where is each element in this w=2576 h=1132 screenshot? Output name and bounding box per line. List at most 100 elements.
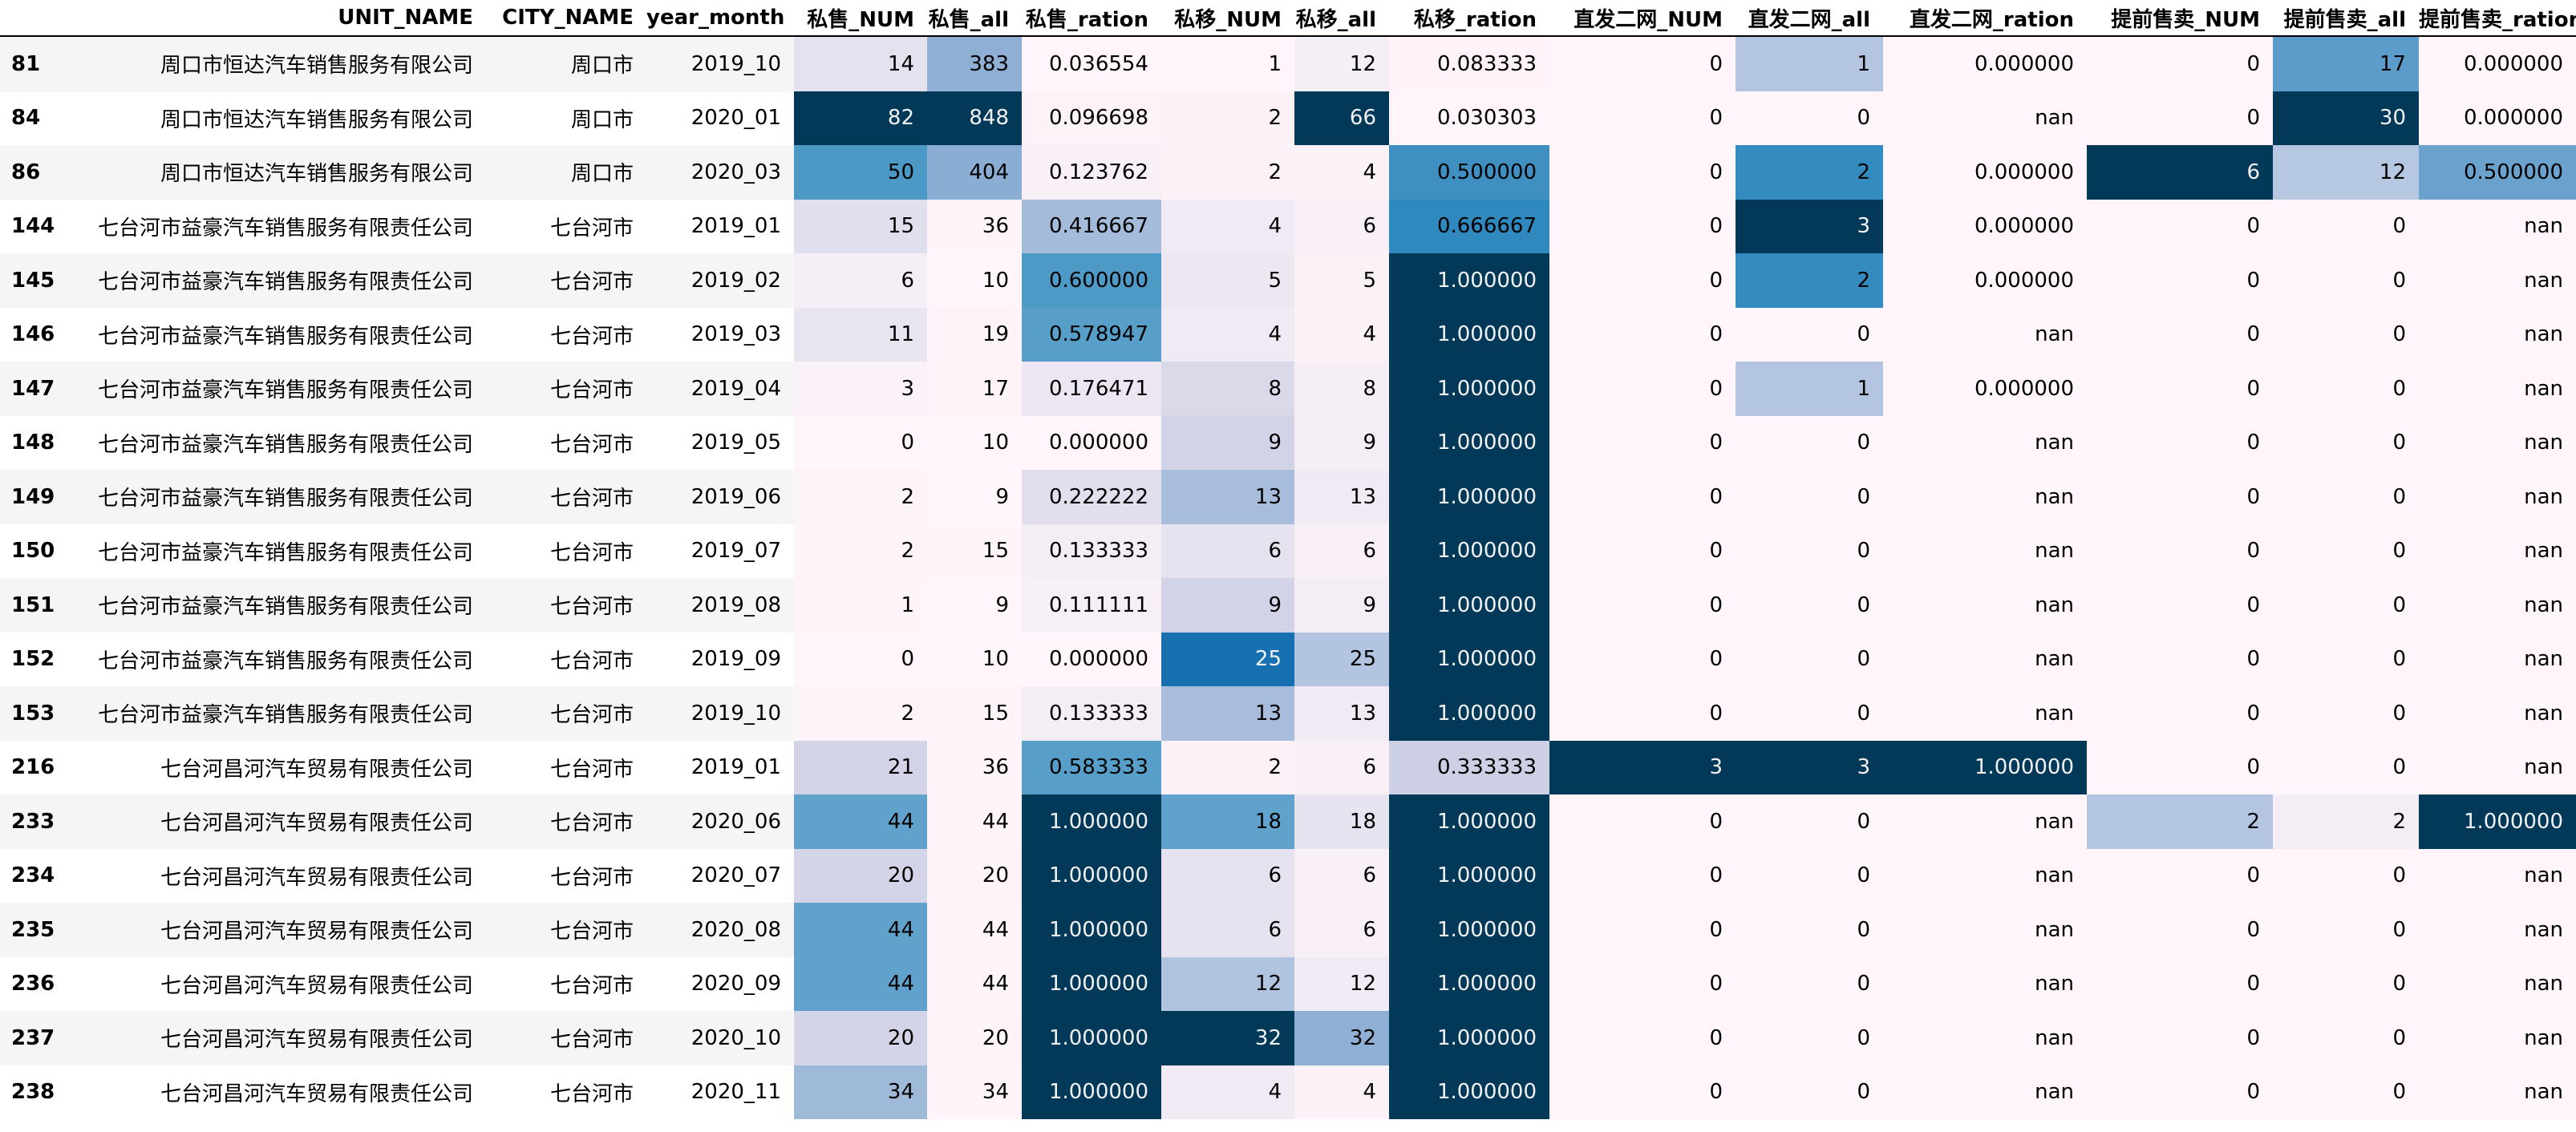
row-index: 236	[0, 956, 63, 1011]
table-cell: 七台河市	[486, 686, 646, 741]
heatmap-cell: 66	[1294, 91, 1389, 145]
heatmap-cell: 0	[2273, 740, 2419, 794]
heatmap-cell: 1	[1736, 362, 1883, 416]
table-cell: 七台河市	[486, 1011, 646, 1065]
heatmap-cell: 12	[2273, 145, 2419, 200]
heatmap-cell: 0	[2087, 686, 2273, 741]
heatmap-cell: 0	[1549, 848, 1736, 903]
heatmap-cell: 0	[2273, 903, 2419, 957]
heatmap-cell: 0	[2087, 307, 2273, 362]
heatmap-cell: 0	[2087, 91, 2273, 145]
heatmap-cell: 36	[927, 740, 1022, 794]
heatmap-cell: 0	[1736, 470, 1883, 524]
column-header: 直发二网_ration	[1883, 0, 2087, 37]
heatmap-cell: 9	[1294, 415, 1389, 470]
heatmap-cell: 0	[2273, 253, 2419, 308]
table-row: 151 七台河市益豪汽车销售服务有限责任公司 七台河市 2019_08 1 9 0.1111…	[0, 578, 2576, 633]
heatmap-cell: 0.000000	[1883, 145, 2087, 200]
heatmap-cell: 11	[794, 307, 927, 362]
heatmap-cell: nan	[2419, 632, 2576, 686]
heatmap-cell: 0.416667	[1022, 199, 1161, 253]
heatmap-cell: 15	[927, 686, 1022, 741]
heatmap-cell: 0	[2273, 307, 2419, 362]
heatmap-cell: nan	[2419, 1065, 2576, 1119]
heatmap-cell: 0	[1549, 415, 1736, 470]
heatmap-cell: 12	[1161, 956, 1294, 1011]
heatmap-cell: 0	[2273, 524, 2419, 578]
heatmap-cell: 0	[2087, 956, 2273, 1011]
heatmap-cell: 9	[927, 470, 1022, 524]
heatmap-cell: 32	[1294, 1011, 1389, 1065]
table-row: 147 七台河市益豪汽车销售服务有限责任公司 七台河市 2019_04 3 17 0.176…	[0, 362, 2576, 416]
column-header: 私售_all	[927, 0, 1022, 37]
heatmap-cell: 32	[1161, 1011, 1294, 1065]
heatmap-cell: 0.000000	[1883, 253, 2087, 308]
table-cell: 2020_08	[646, 903, 794, 957]
heatmap-cell: 0.666667	[1389, 199, 1549, 253]
heatmap-cell: 17	[927, 362, 1022, 416]
heatmap-cell: 0	[2087, 362, 2273, 416]
heatmap-cell: 1.000000	[1389, 578, 1549, 633]
heatmap-cell: nan	[1883, 1011, 2087, 1065]
heatmap-cell: 0	[1549, 578, 1736, 633]
table-cell: 2019_01	[646, 740, 794, 794]
heatmap-cell: nan	[1883, 903, 2087, 957]
heatmap-cell: 1.000000	[1389, 470, 1549, 524]
heatmap-cell: nan	[2419, 740, 2576, 794]
table-row: 150 七台河市益豪汽车销售服务有限责任公司 七台河市 2019_07 2 15 0.133…	[0, 524, 2576, 578]
table-cell: 七台河市益豪汽车销售服务有限责任公司	[63, 362, 486, 416]
heatmap-cell: 0	[2273, 415, 2419, 470]
heatmap-cell: 6	[1294, 740, 1389, 794]
heatmap-cell: nan	[1883, 686, 2087, 741]
heatmap-cell: 0	[1549, 199, 1736, 253]
heatmap-cell: 8	[1161, 362, 1294, 416]
heatmap-cell: 6	[2087, 145, 2273, 200]
heatmap-cell: 404	[927, 145, 1022, 200]
heatmap-cell: nan	[2419, 956, 2576, 1011]
heatmap-cell: 2	[1161, 91, 1294, 145]
heatmap-cell: 0.222222	[1022, 470, 1161, 524]
heatmap-cell: 0.000000	[1022, 632, 1161, 686]
heatmap-cell: 1.000000	[1022, 1065, 1161, 1119]
heatmap-cell: 82	[794, 91, 927, 145]
heatmap-cell: 0	[1549, 307, 1736, 362]
heatmap-cell: 30	[2273, 91, 2419, 145]
heatmap-cell: 0.036554	[1022, 36, 1161, 91]
table-cell: 2020_03	[646, 145, 794, 200]
heatmap-cell: 12	[1294, 36, 1389, 91]
row-index: 237	[0, 1011, 63, 1065]
table-cell: 七台河市益豪汽车销售服务有限责任公司	[63, 686, 486, 741]
heatmap-cell: 18	[1161, 794, 1294, 849]
heatmap-cell: 1.000000	[1389, 686, 1549, 741]
column-header: 私售_NUM	[794, 0, 927, 37]
heatmap-cell: 20	[794, 848, 927, 903]
column-header: 提前售卖_ration	[2419, 0, 2576, 37]
table-cell: 2019_06	[646, 470, 794, 524]
heatmap-cell: 25	[1161, 632, 1294, 686]
heatmap-cell: 0	[1549, 903, 1736, 957]
heatmap-cell: 0.000000	[2419, 91, 2576, 145]
table-cell: 七台河昌河汽车贸易有限责任公司	[63, 1065, 486, 1119]
heatmap-cell: 0	[1736, 415, 1883, 470]
heatmap-cell: 0.133333	[1022, 686, 1161, 741]
heatmap-cell: 44	[794, 956, 927, 1011]
table-cell: 2019_10	[646, 686, 794, 741]
row-index: 234	[0, 848, 63, 903]
table-cell: 七台河市	[486, 307, 646, 362]
heatmap-cell: nan	[2419, 199, 2576, 253]
table-cell: 2019_08	[646, 578, 794, 633]
heatmap-cell: 5	[1294, 253, 1389, 308]
table-cell: 七台河市益豪汽车销售服务有限责任公司	[63, 415, 486, 470]
table-cell: 七台河市	[486, 415, 646, 470]
heatmap-cell: 0.096698	[1022, 91, 1161, 145]
heatmap-cell: 15	[794, 199, 927, 253]
heatmap-cell: 34	[794, 1065, 927, 1119]
table-cell: 七台河市益豪汽车销售服务有限责任公司	[63, 632, 486, 686]
heatmap-cell: 1.000000	[1389, 632, 1549, 686]
heatmap-cell: 0	[1736, 91, 1883, 145]
column-header: 提前售卖_all	[2273, 0, 2419, 37]
table-row: 146 七台河市益豪汽车销售服务有限责任公司 七台河市 2019_03 11 19 0.57…	[0, 307, 2576, 362]
table-cell: 七台河市	[486, 794, 646, 849]
table-cell: 七台河昌河汽车贸易有限责任公司	[63, 956, 486, 1011]
heatmap-cell: 1.000000	[1022, 848, 1161, 903]
